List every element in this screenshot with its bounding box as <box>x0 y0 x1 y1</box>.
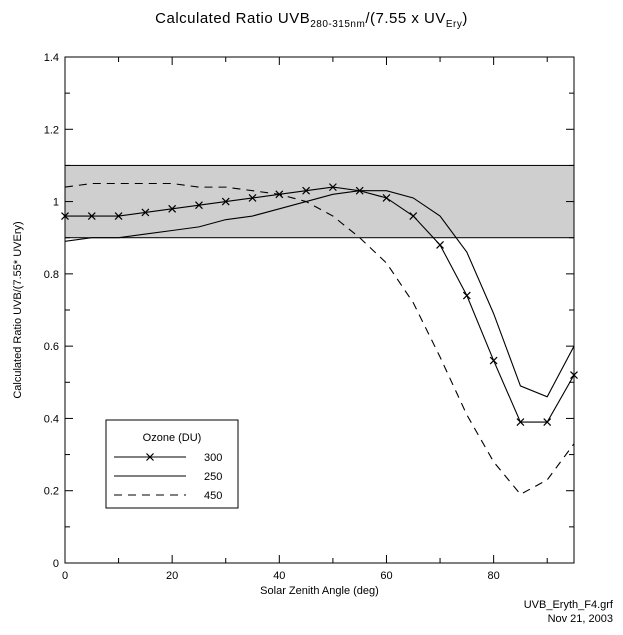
y-axis-label: Calculated Ratio UVB/(7.55* UVEry) <box>12 221 24 398</box>
x-marker-stroke <box>302 186 311 195</box>
y-tick-label: 1.4 <box>44 52 59 64</box>
y-tick-label: 0.4 <box>44 413 59 425</box>
data-point-300 <box>302 186 311 195</box>
x-tick-label: 20 <box>166 570 178 582</box>
x-marker-stroke <box>248 194 257 202</box>
series-line-250 <box>65 190 574 398</box>
data-point-300 <box>168 204 177 213</box>
title-end: ) <box>462 10 468 27</box>
series-line-300 <box>65 186 574 423</box>
x-tick-label: 80 <box>488 570 500 582</box>
data-point-300 <box>328 183 337 192</box>
data-point-300 <box>462 291 471 300</box>
data-point-300 <box>141 208 150 217</box>
data-point-300 <box>489 356 498 365</box>
footer-filename: UVB_Eryth_F4.grf <box>523 599 613 611</box>
title-subscript-ery: Ery <box>445 19 463 30</box>
x-marker-stroke <box>462 291 471 300</box>
x-marker-stroke <box>382 194 391 202</box>
x-axis-label: Solar Zenith Angle (deg) <box>260 585 379 597</box>
x-marker-stroke <box>61 212 69 220</box>
x-marker-stroke <box>141 208 150 217</box>
series-line-450 <box>65 182 574 496</box>
title-mid: /(7.55 x UV <box>365 10 446 27</box>
footer-date: Nov 21, 2003 <box>547 613 613 625</box>
x-marker-stroke <box>168 204 177 213</box>
x-marker-stroke <box>570 371 578 379</box>
x-marker-stroke <box>409 212 418 220</box>
data-point-300 <box>543 418 552 426</box>
reference-band <box>64 164 575 239</box>
y-tick-label: 1 <box>53 197 59 209</box>
data-point-300 <box>436 241 444 249</box>
legend-marker <box>146 453 154 461</box>
x-marker-stroke <box>114 212 123 220</box>
title-subscript-range: 280-315nm <box>310 19 366 30</box>
data-point-300 <box>382 194 391 202</box>
x-marker-stroke <box>543 418 552 426</box>
data-point-300 <box>114 212 123 220</box>
data-point-300 <box>516 418 525 426</box>
y-tick-label: 0 <box>53 558 59 570</box>
y-tick-label: 1.2 <box>44 124 59 136</box>
data-point-300 <box>570 371 578 379</box>
data-point-300 <box>409 212 418 220</box>
data-point-300 <box>248 194 257 202</box>
x-tick-label: 40 <box>273 570 285 582</box>
x-tick-label: 60 <box>380 570 392 582</box>
x-marker-stroke <box>87 212 96 220</box>
x-marker-stroke <box>221 197 230 206</box>
x-marker-stroke <box>436 241 444 249</box>
x-marker-stroke <box>195 201 203 210</box>
legend-title: Ozone (DU) <box>143 432 202 444</box>
y-tick-label: 0.6 <box>44 341 59 353</box>
x-marker-stroke <box>516 418 525 426</box>
data-point-300 <box>221 197 230 206</box>
x-marker-stroke <box>489 356 498 365</box>
data-point-300 <box>195 201 203 210</box>
y-tick-label: 0.8 <box>44 269 59 281</box>
x-tick-label: 0 <box>62 570 68 582</box>
x-marker-stroke <box>328 183 337 192</box>
legend-label-250: 250 <box>204 471 222 483</box>
y-tick-label: 0.2 <box>44 486 59 498</box>
data-point-300 <box>61 212 69 220</box>
legend-label-300: 300 <box>204 452 222 464</box>
chart-title: Calculated Ratio UVB280-315nm/(7.55 x UV… <box>0 10 623 30</box>
title-main: Calculated Ratio UVB <box>155 10 311 27</box>
legend-box <box>105 419 239 509</box>
legend: Ozone (DU)300 250 450 <box>105 419 239 509</box>
data-point-300 <box>87 212 96 220</box>
legend-label-450: 450 <box>204 490 222 502</box>
